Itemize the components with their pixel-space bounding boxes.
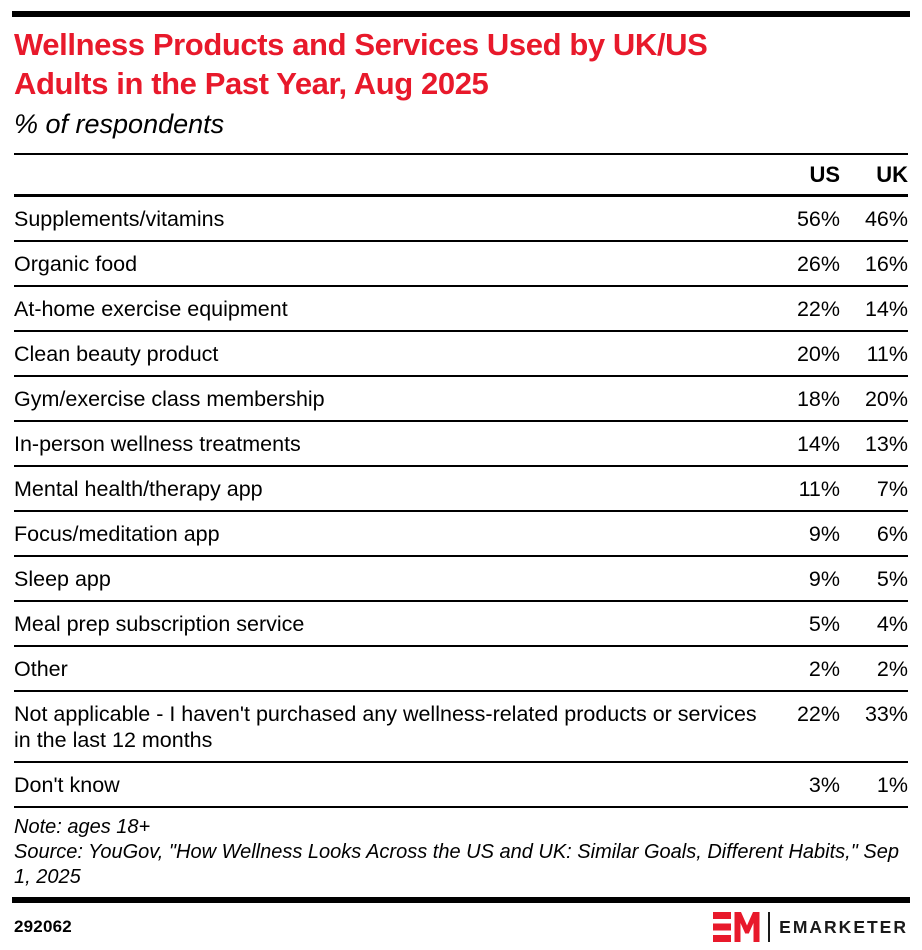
chart-title-line-1: Wellness Products and Services Used by U…: [14, 27, 708, 62]
uk-value: 33%: [840, 691, 908, 763]
table-row: Sleep app 9% 5%: [14, 556, 908, 602]
emarketer-logo: EMARKETER: [713, 912, 908, 942]
us-value: 14%: [768, 421, 840, 467]
us-value: 18%: [768, 376, 840, 422]
row-label: Supplements/vitamins: [14, 195, 768, 242]
us-value: 9%: [768, 511, 840, 557]
table-body: Supplements/vitamins 56% 46% Organic foo…: [14, 195, 908, 808]
row-label: Don't know: [14, 762, 768, 808]
uk-value: 6%: [840, 511, 908, 557]
us-value: 2%: [768, 646, 840, 692]
notes-block: Note: ages 18+ Source: YouGov, "How Well…: [14, 815, 908, 890]
logo-divider: [768, 912, 771, 942]
us-value: 5%: [768, 601, 840, 647]
chart-title-line-2: Adults in the Past Year, Aug 2025: [14, 66, 489, 101]
table-row: Gym/exercise class membership 18% 20%: [14, 376, 908, 422]
us-value: 20%: [768, 331, 840, 377]
table-row: Focus/meditation app 9% 6%: [14, 511, 908, 557]
brand-name: EMARKETER: [779, 916, 908, 937]
table-row: Meal prep subscription service 5% 4%: [14, 601, 908, 647]
uk-value: 16%: [840, 241, 908, 287]
us-value: 3%: [768, 762, 840, 808]
table-row: Clean beauty product 20% 11%: [14, 331, 908, 377]
us-value: 22%: [768, 286, 840, 332]
uk-value: 7%: [840, 466, 908, 512]
row-label: In-person wellness treatments: [14, 421, 768, 467]
column-header-empty: [14, 154, 768, 197]
em-icon: [713, 912, 760, 942]
row-label: Organic food: [14, 241, 768, 287]
table-row: At-home exercise equipment 22% 14%: [14, 286, 908, 332]
bottom-rule: [12, 897, 910, 903]
table-header-row: US UK: [14, 154, 908, 197]
table-row: Mental health/therapy app 11% 7%: [14, 466, 908, 512]
note-text: Note: ages 18+: [14, 816, 151, 838]
us-value: 11%: [768, 466, 840, 512]
table-row: Don't know 3% 1%: [14, 762, 908, 808]
us-value: 9%: [768, 556, 840, 602]
chart-id: 292062: [14, 917, 72, 936]
chart-subtitle: % of respondents: [14, 109, 225, 139]
row-label: Not applicable - I haven't purchased any…: [14, 691, 768, 763]
uk-value: 4%: [840, 601, 908, 647]
uk-value: 1%: [840, 762, 908, 808]
uk-value: 14%: [840, 286, 908, 332]
table-row: Supplements/vitamins 56% 46%: [14, 195, 908, 242]
us-value: 56%: [768, 195, 840, 242]
column-header-uk: UK: [840, 154, 908, 197]
row-label: Gym/exercise class membership: [14, 376, 768, 422]
row-label: Mental health/therapy app: [14, 466, 768, 512]
table-row: Not applicable - I haven't purchased any…: [14, 691, 908, 763]
uk-value: 11%: [840, 331, 908, 377]
row-label: Sleep app: [14, 556, 768, 602]
uk-value: 2%: [840, 646, 908, 692]
row-label: Meal prep subscription service: [14, 601, 768, 647]
table-row: Other 2% 2%: [14, 646, 908, 692]
uk-value: 46%: [840, 195, 908, 242]
table-row: Organic food 26% 16%: [14, 241, 908, 287]
uk-value: 20%: [840, 376, 908, 422]
footer: 292062 EMARKETER: [14, 912, 908, 942]
row-label: At-home exercise equipment: [14, 286, 768, 332]
uk-value: 5%: [840, 556, 908, 602]
row-label: Focus/meditation app: [14, 511, 768, 557]
table-row: In-person wellness treatments 14% 13%: [14, 421, 908, 467]
chart-title: Wellness Products and Services Used by U…: [14, 25, 908, 103]
us-value: 22%: [768, 691, 840, 763]
column-header-us: US: [768, 154, 840, 197]
data-table: US UK Supplements/vitamins 56% 46% Organ…: [14, 153, 908, 808]
row-label: Clean beauty product: [14, 331, 768, 377]
top-rule: [12, 11, 910, 17]
source-text: Source: YouGov, "How Wellness Looks Acro…: [14, 841, 899, 888]
uk-value: 13%: [840, 421, 908, 467]
us-value: 26%: [768, 241, 840, 287]
row-label: Other: [14, 646, 768, 692]
